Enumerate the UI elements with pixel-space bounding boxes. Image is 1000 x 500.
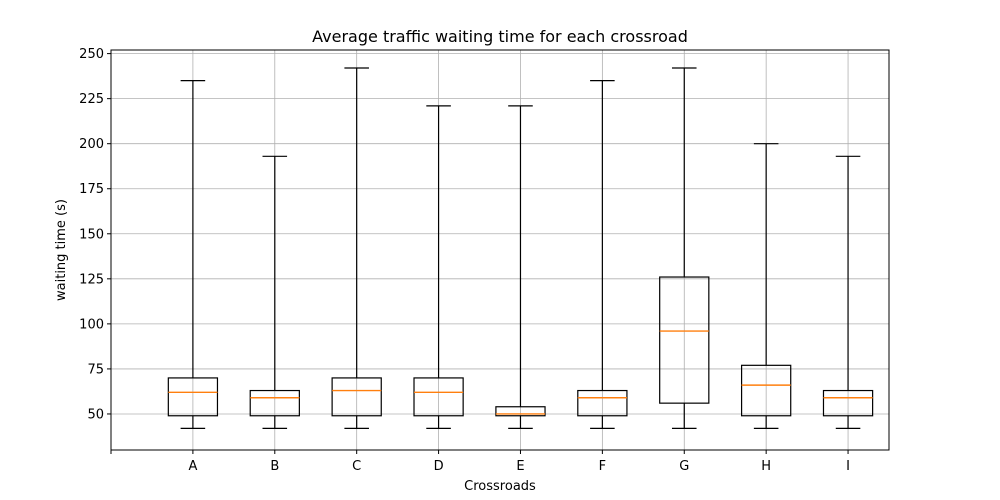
box-iqr [167,377,219,417]
x-tick-label: H [761,459,771,474]
box-iqr [740,364,792,417]
box-iqr [495,406,546,417]
x-tick-label: C [352,459,361,474]
box-iqr [249,389,300,417]
boxes-layer [167,67,874,429]
x-tick-label: D [434,459,444,474]
box-f [577,80,628,429]
x-tick-label: I [846,459,850,474]
x-tick-label: F [599,459,606,474]
y-tick-label: 125 [79,272,104,287]
y-tick-label: 100 [79,317,104,332]
x-tick-label: A [188,459,197,474]
x-tick-label: B [270,459,279,474]
box-b [249,155,300,429]
y-axis-label: waiting time (s) [54,199,69,301]
box-iqr [413,377,464,417]
x-tick-label: G [679,459,689,474]
y-tick-label: 225 [79,92,104,107]
box-iqr [822,389,874,417]
box-g [659,67,710,429]
y-tick-label: 75 [87,362,104,377]
grid-layer [111,50,889,450]
box-iqr [659,276,710,404]
box-iqr [577,389,628,417]
box-a [167,80,219,429]
box-i [822,155,874,429]
box-e [495,105,546,429]
box-c [331,67,382,429]
y-tick-label: 150 [79,227,104,242]
chart-title: Average traffic waiting time for each cr… [312,27,688,46]
box-iqr [331,377,382,417]
box-h [740,143,792,429]
box-d [413,105,464,429]
y-tick-label: 250 [79,47,104,62]
ticks-layer: 50 75 100 125 150 175 200 225 250 A B C D E F G H I [79,47,850,474]
y-tick-label: 175 [79,182,104,197]
x-tick-label: E [516,459,524,474]
y-tick-label: 200 [79,137,104,152]
x-axis-label: Crossroads [464,479,536,494]
y-tick-label: 50 [87,407,104,422]
plot-frame [110,49,890,451]
